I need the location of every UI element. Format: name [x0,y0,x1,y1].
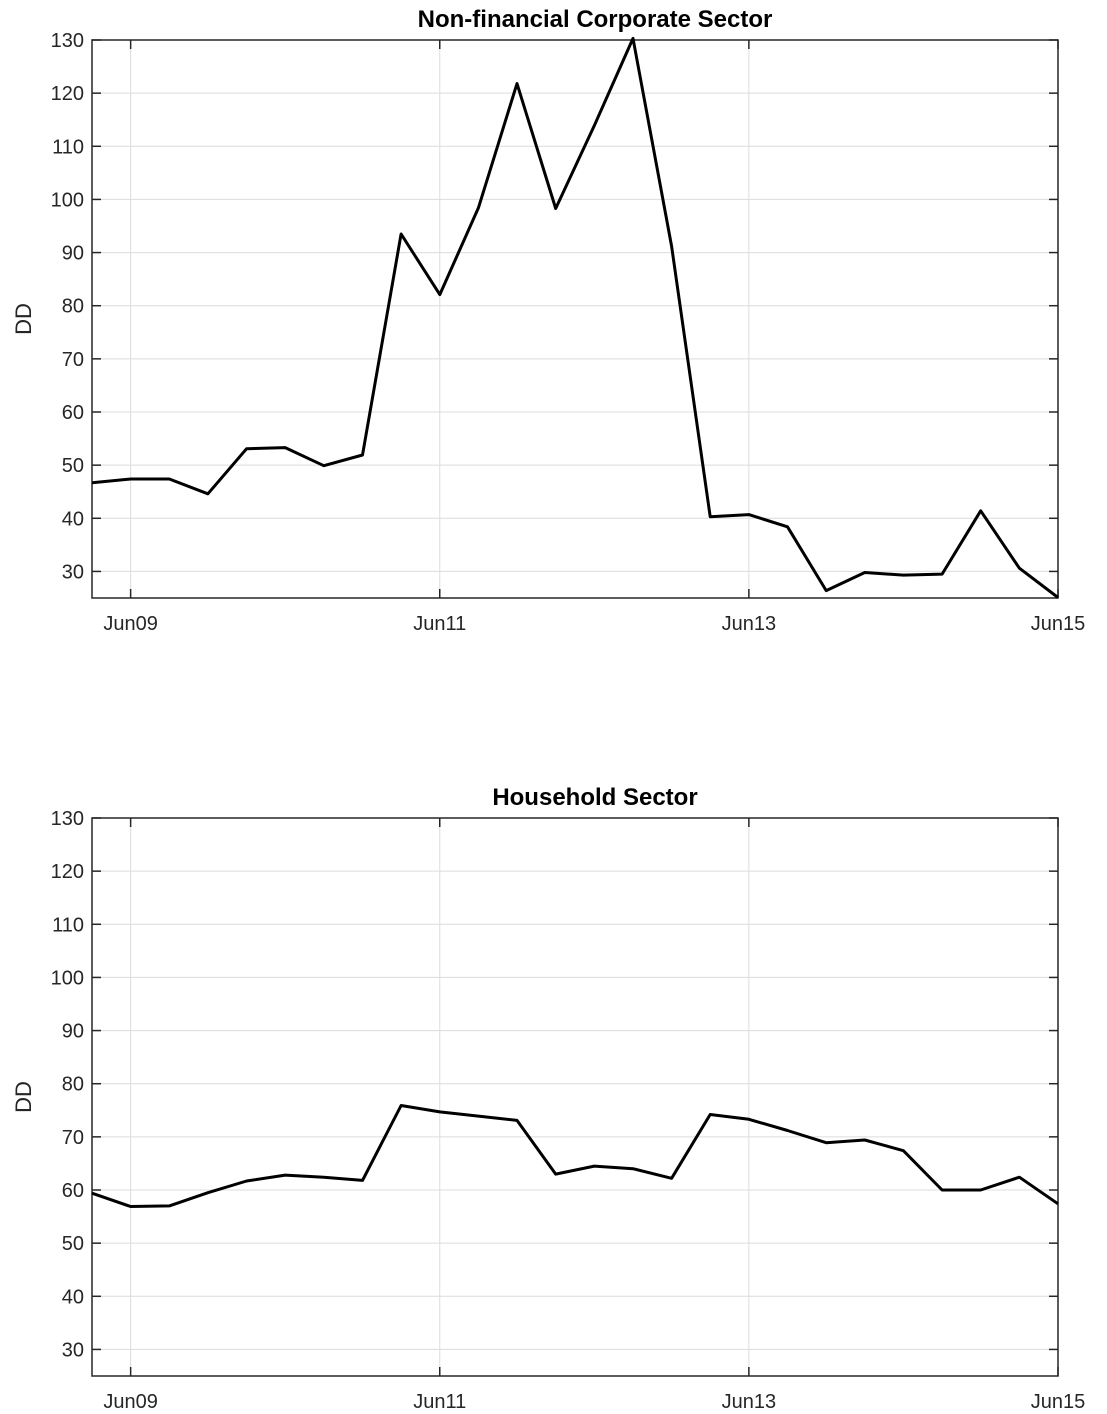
y-tick-label: 90 [62,243,84,265]
x-tick-label: Jun15 [1031,613,1086,635]
axes: 30 40 50 60 70 80 90 100 110 120 130 Jun09 Jun11 Jun1… [51,30,1086,635]
y-tick-label: 120 [51,861,84,883]
series-layer [91,1104,1059,1208]
y-tick-label: 80 [62,296,84,318]
y-tick-label: 60 [62,402,84,424]
series-line [91,36,1059,599]
y-tick-label: 110 [52,914,84,936]
y-tick-label: 40 [62,508,84,530]
gridlines [92,817,1059,1376]
y-tick-label: 110 [52,136,84,158]
chart-title: Household Sector [492,784,697,811]
x-tick-label: Jun11 [413,1391,466,1413]
y-axis-label: DD [11,303,36,335]
axes: 30 40 50 60 70 80 90 100 110 120 130 Jun09 Jun11 Jun1… [51,808,1086,1413]
chart-title: Non-financial Corporate Sector [418,6,773,33]
y-tick-label: 50 [62,455,84,477]
y-tick-label: 50 [62,1233,84,1255]
y-tick-label: 90 [62,1021,84,1043]
y-axis-label: DD [11,1081,36,1113]
plot-area-border [91,39,1059,599]
y-tick-label: 30 [62,561,84,583]
y-tick-label: 40 [62,1286,84,1308]
chart-panel-corporate: Non-financial Corporate Sector DD 30 40 50… [11,6,1085,635]
x-tick-label: Jun09 [103,1391,158,1413]
x-tick-label: Jun13 [722,613,777,635]
series-line [91,1104,1059,1208]
gridlines [92,39,1059,598]
y-tick-label: 70 [62,349,84,371]
y-tick-label: 130 [51,30,84,52]
series-layer [91,36,1059,599]
y-tick-label: 70 [62,1127,84,1149]
y-tick-label: 100 [51,189,84,211]
x-tick-label: Jun15 [1031,1391,1086,1413]
y-tick-label: 30 [62,1339,84,1361]
plot-area-border [91,817,1059,1377]
y-tick-label: 100 [51,967,84,989]
y-tick-label: 60 [62,1180,84,1202]
y-tick-label: 80 [62,1074,84,1096]
x-tick-label: Jun09 [103,613,158,635]
x-tick-label: Jun11 [413,613,466,635]
x-tick-label: Jun13 [722,1391,777,1413]
y-tick-label: 130 [51,808,84,830]
y-tick-label: 120 [51,83,84,105]
chart-panel-household: Household Sector DD 30 40 50 60 70 80 90 100 110… [11,784,1085,1413]
